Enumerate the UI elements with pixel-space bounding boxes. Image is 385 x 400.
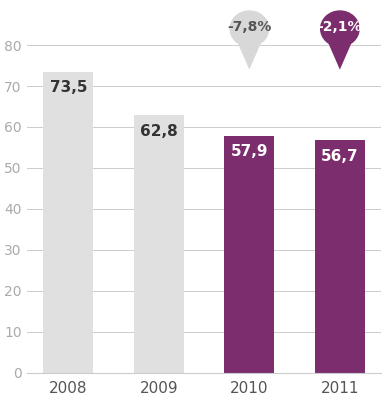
Ellipse shape	[320, 10, 360, 47]
Polygon shape	[238, 42, 261, 70]
Bar	[315, 140, 365, 372]
Text: 73,5: 73,5	[50, 80, 87, 95]
Text: 62,8: 62,8	[140, 124, 178, 139]
Ellipse shape	[229, 10, 269, 47]
Text: 56,7: 56,7	[321, 149, 359, 164]
Polygon shape	[328, 42, 352, 70]
Text: -7,8%: -7,8%	[227, 20, 271, 34]
Text: -2,1%: -2,1%	[318, 20, 362, 34]
Bar	[134, 116, 184, 372]
Text: 57,9: 57,9	[231, 144, 268, 159]
Bar	[224, 136, 274, 372]
Bar	[44, 72, 93, 372]
